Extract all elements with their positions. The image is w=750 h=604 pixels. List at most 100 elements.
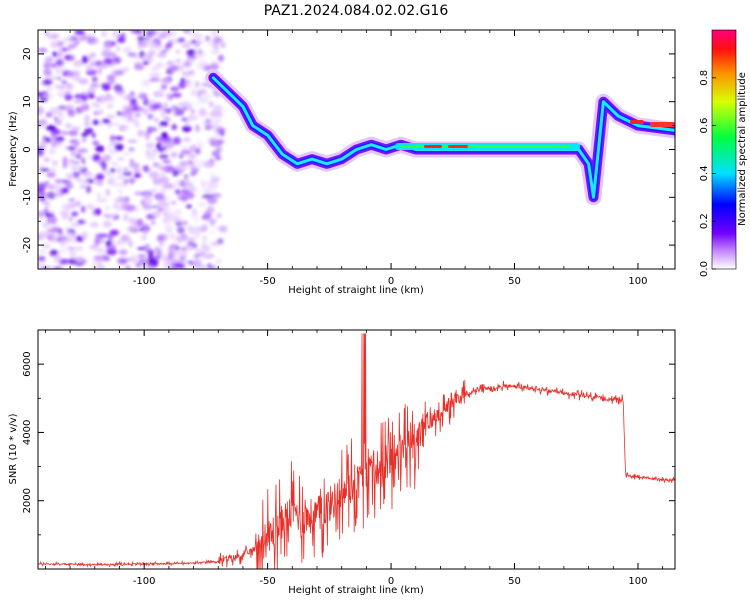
snr-y-ticks: 2000 4000 6000 <box>22 329 675 536</box>
noise-blob <box>44 202 51 207</box>
noise-blob <box>213 133 221 137</box>
noise-blob <box>75 106 83 114</box>
noise-blob <box>208 158 215 164</box>
noise-blob <box>198 96 209 104</box>
noise-blob <box>102 155 112 162</box>
ridge-band-right <box>650 122 675 127</box>
noise-blob <box>120 234 131 243</box>
noise-blob <box>114 197 126 204</box>
noise-blob <box>68 216 74 222</box>
noise-blob <box>102 213 109 218</box>
noise-blob <box>84 114 90 123</box>
noise-blob <box>178 153 184 159</box>
noise-blob <box>66 175 75 180</box>
noise-blob <box>158 153 169 160</box>
noise-blob <box>39 168 50 172</box>
noise-blob <box>53 116 59 120</box>
noise-blob <box>48 148 57 155</box>
noise-blob <box>105 244 117 250</box>
noise-blob <box>179 161 189 166</box>
noise-blob <box>106 248 117 256</box>
noise-blob <box>57 117 66 121</box>
noise-blob <box>173 218 184 223</box>
noise-blob <box>71 144 78 150</box>
noise-blob <box>211 150 219 157</box>
noise-blob <box>113 70 125 75</box>
noise-blob <box>196 91 202 99</box>
noise-blob <box>190 87 198 94</box>
noise-blob <box>158 125 163 130</box>
noise-blob <box>117 36 126 43</box>
noise-blob <box>117 257 128 265</box>
noise-blob <box>176 226 185 234</box>
noise-blob <box>195 124 200 133</box>
noise-blob <box>164 196 171 200</box>
noise-blob <box>181 259 188 264</box>
snr-background <box>38 330 675 569</box>
noise-blob <box>85 185 92 194</box>
noise-blob <box>212 192 223 198</box>
noise-blob <box>64 94 73 101</box>
noise-blob <box>38 147 43 155</box>
noise-blob <box>38 107 45 115</box>
noise-blob <box>65 83 73 89</box>
noise-blob <box>163 261 172 269</box>
noise-blob <box>177 169 184 174</box>
noise-blob <box>206 218 218 223</box>
noise-blob <box>98 95 107 103</box>
noise-blob <box>177 102 186 107</box>
noise-blob <box>128 239 133 248</box>
noise-blob <box>206 205 215 214</box>
spectrogram-x-ticks: -100 -50 0 50 100 <box>45 30 664 287</box>
noise-blob <box>134 112 141 118</box>
noise-blob <box>201 242 207 249</box>
noise-blob <box>121 112 126 121</box>
noise-blob <box>71 211 79 217</box>
noise-blob <box>45 125 57 131</box>
noise-blob <box>191 208 197 213</box>
noise-blob <box>105 240 112 247</box>
noise-blob <box>38 249 48 254</box>
noise-blob <box>117 189 124 194</box>
noise-blob <box>137 92 146 100</box>
noise-blob <box>53 183 63 192</box>
noise-blob <box>132 105 140 112</box>
noise-blob <box>55 69 60 75</box>
noise-blob <box>187 114 198 122</box>
noise-blob <box>193 40 201 48</box>
noise-blob <box>123 178 129 185</box>
noise-blob <box>201 256 210 260</box>
noise-blob <box>129 98 138 105</box>
noise-blob <box>102 220 113 228</box>
spectrogram-y-ticks: -20 -10 0 10 20 <box>22 29 675 270</box>
noise-blob <box>70 149 76 157</box>
noise-blob <box>137 247 147 251</box>
noise-blob <box>95 208 102 216</box>
noise-blob <box>44 57 54 64</box>
noise-blob <box>158 200 164 205</box>
spectrogram-y-tick-label: 10 <box>22 95 33 108</box>
noise-blob <box>194 217 199 224</box>
noise-blob <box>38 231 49 238</box>
noise-blob <box>38 210 45 217</box>
noise-blob <box>161 113 166 118</box>
noise-blob <box>41 265 48 269</box>
noise-blob <box>216 238 224 245</box>
noise-blob <box>95 145 105 153</box>
noise-blob <box>91 76 98 83</box>
noise-blob <box>127 139 138 143</box>
noise-blob <box>152 178 162 185</box>
noise-blob <box>192 226 202 233</box>
noise-blob <box>54 254 62 262</box>
noise-blob <box>124 107 134 114</box>
noise-blob <box>71 203 77 208</box>
noise-blob <box>170 151 178 158</box>
noise-blob <box>101 118 111 124</box>
noise-blob <box>92 207 97 216</box>
noise-blob <box>88 69 98 74</box>
noise-blob <box>52 159 58 167</box>
noise-blob <box>184 244 195 251</box>
noise-blob <box>90 82 100 89</box>
noise-blob <box>186 204 192 209</box>
